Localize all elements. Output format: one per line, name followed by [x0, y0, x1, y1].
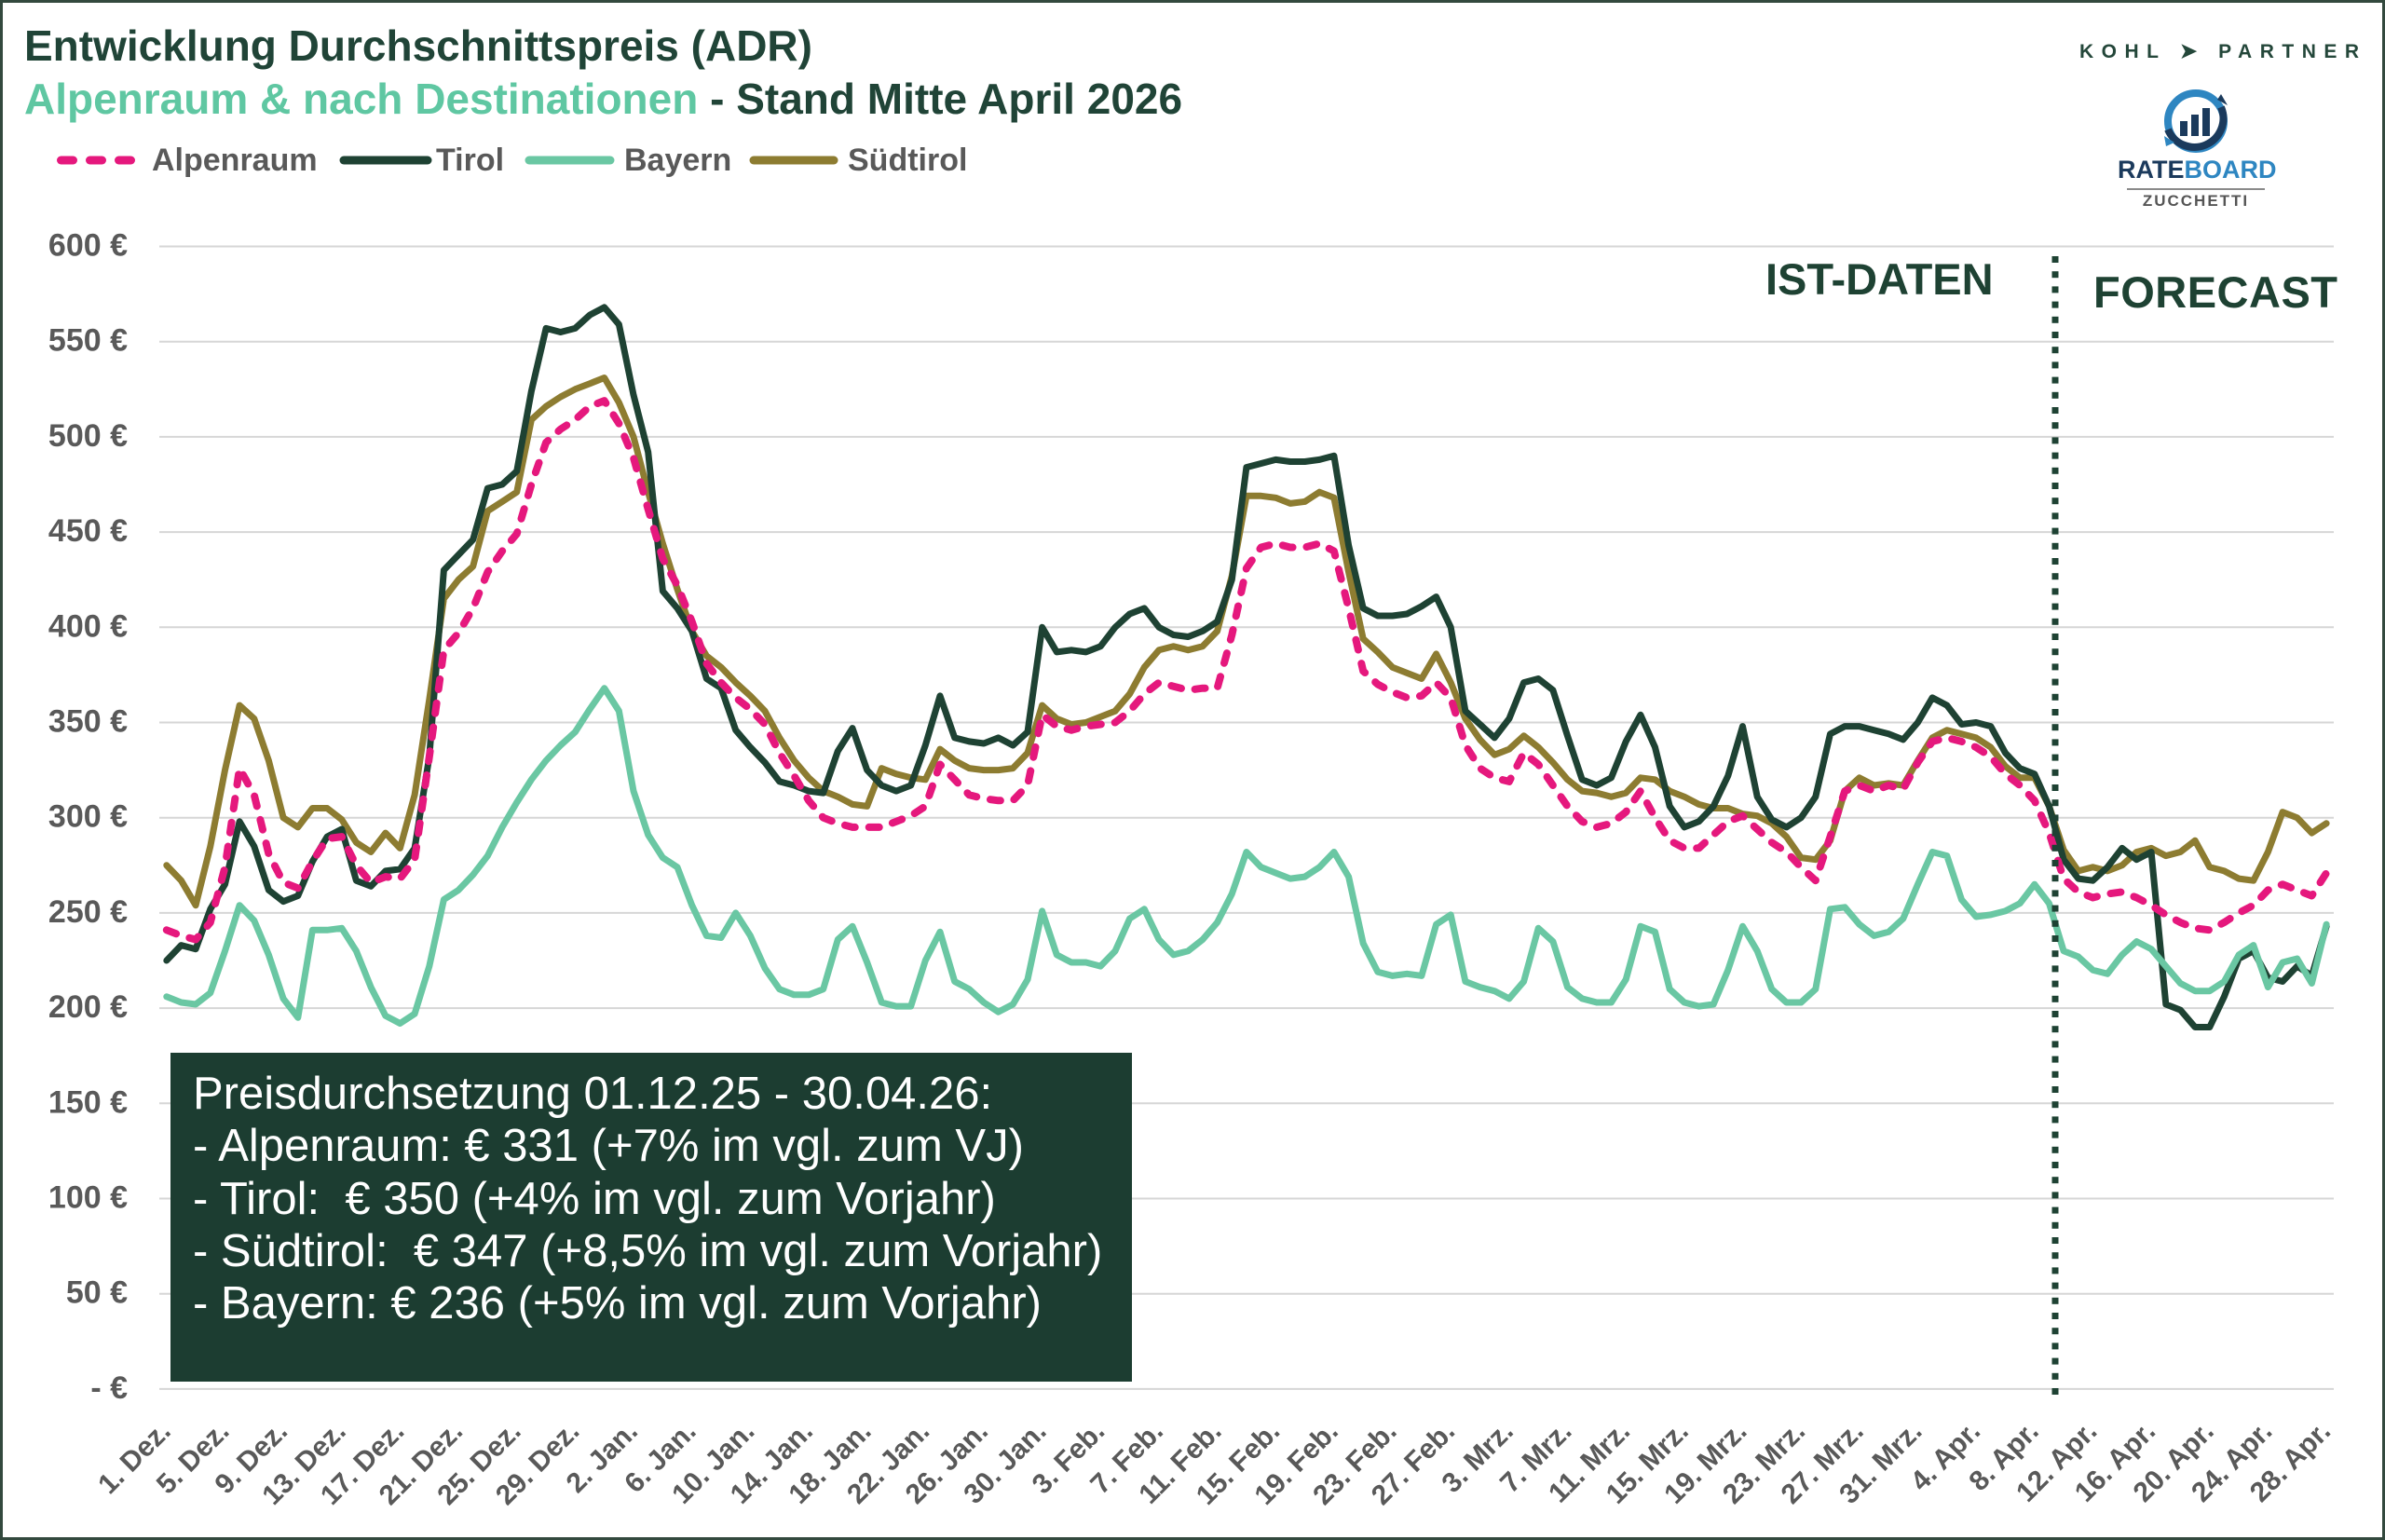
- svg-text:500 €: 500 €: [48, 418, 128, 454]
- svg-text:450 €: 450 €: [48, 513, 128, 549]
- svg-text:150 €: 150 €: [48, 1084, 128, 1120]
- svg-text:600 €: 600 €: [48, 228, 128, 264]
- svg-text:- €: - €: [90, 1370, 128, 1406]
- svg-text:250 €: 250 €: [48, 894, 128, 930]
- svg-text:200 €: 200 €: [48, 989, 128, 1025]
- svg-text:100 €: 100 €: [48, 1180, 128, 1216]
- svg-text:400 €: 400 €: [48, 608, 128, 644]
- svg-text:50 €: 50 €: [66, 1275, 128, 1311]
- svg-text:350 €: 350 €: [48, 704, 128, 740]
- svg-text:300 €: 300 €: [48, 799, 128, 835]
- svg-text:550 €: 550 €: [48, 323, 128, 359]
